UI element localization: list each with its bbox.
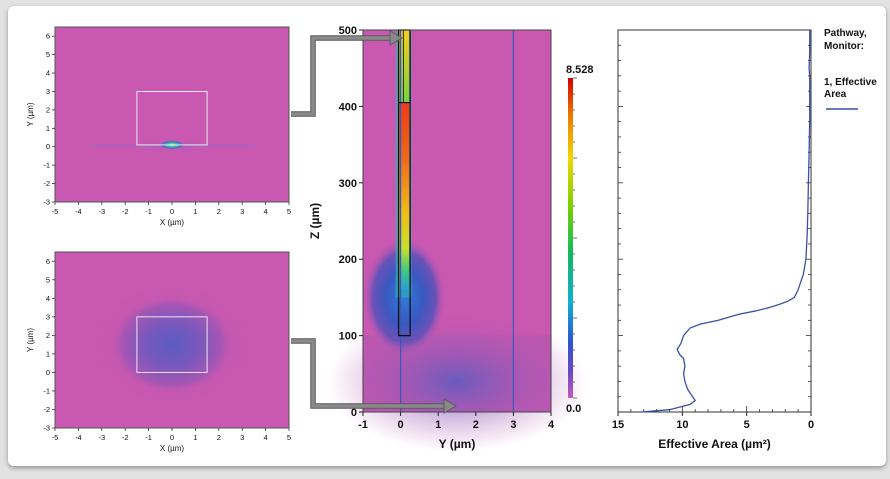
field-start-ytick-label: 5 [46,50,50,59]
field-end-xtick-label: 3 [240,433,244,442]
connector-arrow-top [291,30,403,117]
legend-title-line: Monitor: [824,41,864,52]
propagation-ylabel: Z (µm) [308,203,322,239]
field-start-xtick-label: 4 [264,207,268,216]
effective-area-xlabel: Effective Area (µm²) [658,437,771,451]
field-start-ytick-label: 0 [46,142,50,151]
field-start-xtick-label: -1 [145,207,152,216]
field-end-mode-spot [110,294,234,395]
field-end-xtick-label: 4 [264,433,268,442]
field-start-waveguide-box [136,90,208,146]
field-end-ytick-label: -1 [43,386,50,395]
field-start-xtick-label: 5 [287,207,291,216]
propagation-taper-field [399,30,410,103]
field-end-xtick-label: -5 [52,433,59,442]
field-end-xtick-label: 0 [170,433,174,442]
field-end-ytick-label: 1 [46,349,50,358]
propagation-xlabel: Y (µm) [439,437,476,451]
effective-area-series-line [641,30,811,413]
field-start-ytick-label: 6 [46,32,50,41]
field-end-ytick-label: -3 [43,424,50,433]
colorbar-min-label: 0.0 [566,403,581,415]
field-end-xtick-label: 2 [217,433,221,442]
legend-entry-label: 1, Effective [824,77,877,88]
propagation-frame [362,29,552,413]
field-end-xtick-label: 5 [287,433,291,442]
legend-title-line: Pathway, [824,28,867,39]
field-start-xtick-label: -5 [52,207,59,216]
field-start-xtick-label: -2 [122,207,129,216]
connector-arrow-top-shaft [291,36,392,116]
propagation-core-field [399,102,410,290]
field-end-ytick-label: 4 [46,294,50,303]
propagation-ytick-label: 300 [339,178,357,190]
field-end-ytick-label: 3 [46,312,50,321]
field-end-xtick-label: -1 [145,433,152,442]
propagation-xtick-label: -1 [358,419,368,431]
connector-arrow-bottom-head [443,398,457,414]
legend-entry-label: Area [824,89,847,100]
field-start-ytick-label: 3 [46,87,50,96]
field-end-xlabel: X (µm) [160,444,184,453]
field-start-ylabel: Y (µm) [26,102,35,126]
effective-area-frame [617,29,812,413]
propagation-ytick-label: 200 [339,254,357,266]
effective-area-xtick-label: 15 [612,419,624,431]
propagation-ytick-label: 0 [351,407,357,419]
field-start-ytick-label: -2 [43,179,50,188]
field-end-xtick-label: -4 [75,433,82,442]
field-start-xlabel: X (µm) [160,218,184,227]
field-start-xtick-label: 0 [170,207,174,216]
connector-arrow-bottom [291,338,457,414]
field-start-ytick-label: 4 [46,69,50,78]
effective-area-xtick-label: 0 [808,419,814,431]
field-start-xtick-label: -3 [98,207,105,216]
field-end-waveguide-box [136,316,208,373]
field-start-ytick-label: 1 [46,124,50,133]
connector-arrow-top-head [389,30,403,46]
field-end-ytick-label: 0 [46,368,50,377]
field-end-ytick-label: -2 [43,405,50,414]
propagation-xtick-label: 1 [435,419,441,431]
field-start-ytick-label: -3 [43,198,50,207]
field-end-ylabel: Y (µm) [26,328,35,352]
field-start-ytick-label: -1 [43,161,50,170]
field-start-xtick-label: 2 [217,207,221,216]
field-end-ytick-label: 6 [46,257,50,266]
field-end-xtick-label: -2 [122,433,129,442]
field-start-background [55,27,289,202]
propagation-xtick-label: 2 [473,419,479,431]
field-end-ytick-label: 5 [46,275,50,284]
field-end-ytick-label: 2 [46,331,50,340]
propagation-xtick-label: 3 [510,419,516,431]
effective-area-xtick-label: 5 [744,419,750,431]
field-start-xtick-label: -4 [75,207,82,216]
propagation-ytick-label: 500 [339,25,357,37]
propagation-ytick-label: 100 [339,331,357,343]
field-end-xtick-label: 1 [193,433,197,442]
field-start-xtick-label: 1 [193,207,197,216]
propagation-xtick-label: 0 [398,419,404,431]
colorbar-gradient [568,78,573,398]
field-end-xtick-label: -3 [98,433,105,442]
field-start-ytick-label: 2 [46,105,50,114]
colorbar-max-label: 8.528 [566,64,594,76]
field-start-xtick-label: 3 [240,207,244,216]
effective-area-xtick-label: 10 [676,419,688,431]
propagation-xtick-label: 4 [548,419,555,431]
connector-arrow-bottom-shaft [291,339,446,408]
propagation-ytick-label: 400 [339,101,357,113]
